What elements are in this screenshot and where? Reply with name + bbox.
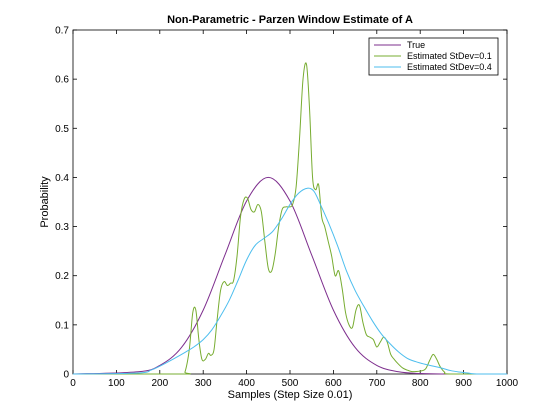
chart-title: Non-Parametric - Parzen Window Estimate … (167, 14, 413, 26)
legend-label: Estimated StDev=0.1 (407, 51, 492, 61)
y-axis-title: Probability (39, 176, 51, 228)
x-tick-label: 1000 (496, 378, 519, 389)
y-tick-label: 0.7 (55, 26, 69, 37)
y-tick-label: 0.4 (55, 173, 69, 184)
x-tick-label: 100 (108, 378, 125, 389)
x-axis-title: Samples (Step Size 0.01) (228, 389, 353, 401)
y-tick-label: 0.6 (55, 75, 69, 86)
legend-label: Estimated StDev=0.4 (407, 62, 492, 72)
x-tick-label: 600 (325, 378, 342, 389)
legend-label: True (407, 40, 425, 50)
x-tick-label: 200 (151, 378, 168, 389)
x-tick-label: 500 (282, 378, 299, 389)
x-tick-label: 300 (195, 378, 212, 389)
x-tick-label: 0 (70, 378, 76, 389)
y-tick-label: 0.5 (55, 124, 69, 135)
y-tick-label: 0.1 (55, 320, 69, 331)
x-tick-label: 400 (238, 378, 255, 389)
x-tick-label: 900 (455, 378, 472, 389)
y-tick-label: 0.2 (55, 271, 69, 282)
x-tick-label: 700 (368, 378, 385, 389)
y-tick-label: 0 (63, 370, 69, 381)
x-tick-label: 800 (412, 378, 429, 389)
y-tick-label: 0.3 (55, 222, 69, 233)
